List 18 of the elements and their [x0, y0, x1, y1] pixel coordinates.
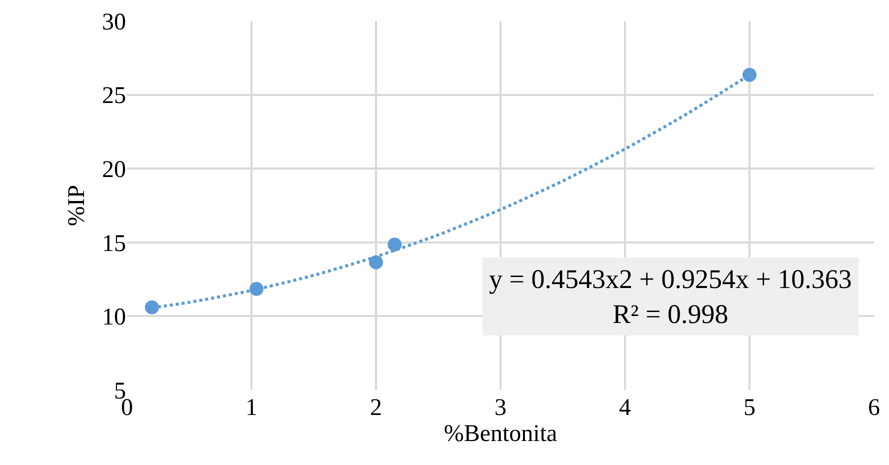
- y-tick-label: 30: [102, 9, 126, 36]
- x-axis-title: %Bentonita: [444, 421, 558, 447]
- x-tick-label: 3: [494, 395, 506, 421]
- point: [369, 255, 383, 270]
- x-tick-label: 6: [868, 395, 880, 421]
- y-tick-label: 15: [102, 230, 126, 257]
- y-tick-label: 20: [102, 157, 126, 183]
- y-tick-label: 10: [102, 304, 126, 331]
- point: [388, 238, 402, 252]
- x-tick-label: 5: [744, 395, 756, 421]
- annotation: y = 0.4543x2 + 0.9254x + 10.363 R² = 0.998: [489, 264, 852, 330]
- x-tick-label: 2: [370, 395, 382, 421]
- x-tick-label: 1: [246, 395, 258, 421]
- point: [144, 300, 159, 314]
- point: [742, 68, 756, 82]
- x-tick-label: 4: [619, 395, 631, 421]
- y-tick-label: 25: [102, 83, 126, 110]
- y-axis-title: %IP: [64, 184, 90, 226]
